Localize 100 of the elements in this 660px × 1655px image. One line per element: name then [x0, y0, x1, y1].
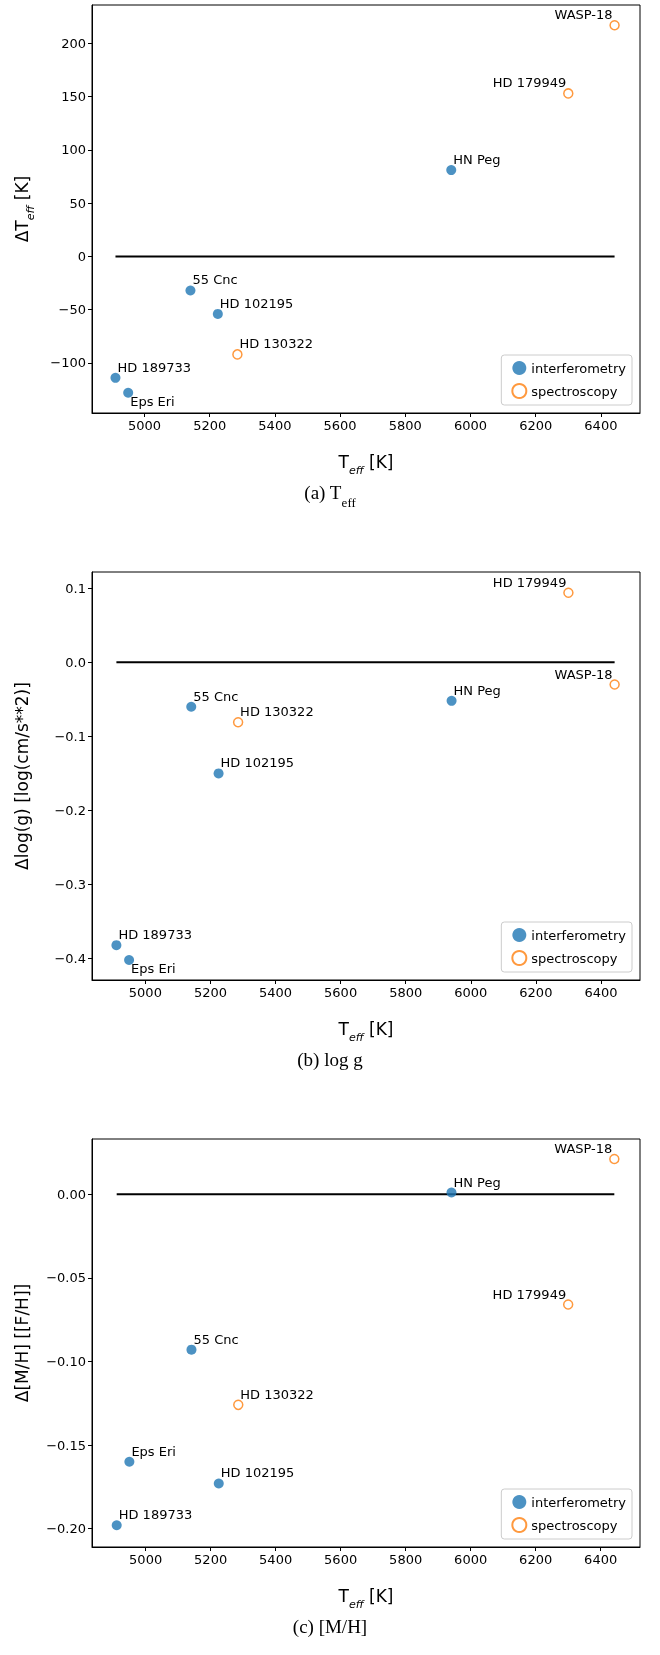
annotation: HD 179949 — [492, 574, 567, 590]
x-tick-label: 5200 — [193, 418, 227, 433]
x-tick-label: 6000 — [453, 418, 488, 433]
y-tick-label: 0.00 — [57, 1186, 86, 1202]
point — [609, 19, 620, 31]
point — [213, 768, 224, 779]
y-tick-label: −0.4 — [54, 951, 86, 967]
legend-label: interferometry — [531, 1494, 627, 1510]
point — [233, 1399, 244, 1411]
legend-label: spectroscopy — [531, 1517, 618, 1533]
x-tick-label: 5400 — [258, 985, 293, 1000]
annotation: HD 102195 — [219, 295, 294, 311]
x-tick-label: 5600 — [323, 418, 357, 433]
point — [563, 88, 574, 99]
point — [446, 165, 457, 176]
x-tick-label: 6000 — [454, 1552, 488, 1567]
annotation: HD 189733 — [117, 359, 192, 375]
point — [212, 308, 223, 319]
legend-label: spectroscopy — [531, 950, 618, 966]
y-tick-label: −0.15 — [46, 1437, 86, 1453]
legend-label: spectroscopy — [531, 383, 618, 399]
annotation: HN Peg — [453, 1174, 501, 1190]
point — [609, 1153, 620, 1165]
x-tick-label: 6000 — [454, 985, 488, 1000]
point — [232, 349, 243, 360]
point — [186, 1344, 197, 1355]
x-tick-label: 5200 — [194, 1552, 228, 1567]
annotation: Eps Eri — [130, 393, 175, 409]
x-tick-label: 5800 — [389, 1552, 423, 1567]
annotation: HD 189733 — [118, 927, 192, 943]
x-tick-label: 6200 — [519, 985, 553, 1000]
x-tick-label: 5000 — [128, 985, 162, 1000]
x-tick-label: 5000 — [129, 1552, 163, 1567]
y-tick-label: 150 — [61, 89, 86, 105]
x-tick-label: 6400 — [584, 1552, 618, 1567]
y-tick-label: 200 — [61, 35, 86, 51]
annotation: WASP-18 — [554, 666, 613, 682]
y-tick-label: −0.20 — [46, 1521, 86, 1537]
annotation: HD 179949 — [492, 1286, 567, 1302]
y-tick-label: −100 — [50, 355, 86, 371]
x-tick-label: 5800 — [389, 985, 423, 1000]
annotation: HD 179949 — [492, 75, 567, 91]
y-axis-title: Δ[M/H] [[F/H]] — [11, 1283, 32, 1403]
legend-label: interferometry — [531, 927, 627, 943]
point — [111, 1520, 122, 1531]
point — [111, 940, 122, 951]
x-tick-label: 5400 — [258, 418, 292, 433]
x-tick-label: 5200 — [193, 985, 227, 1000]
y-axis-title: ΔTeff [K] — [11, 175, 37, 243]
point — [562, 1299, 574, 1310]
annotation: HD 130322 — [240, 704, 314, 720]
point — [563, 587, 574, 598]
y-tick-label: 0.1 — [65, 580, 86, 596]
y-tick-label: −0.3 — [54, 876, 86, 892]
point — [186, 701, 197, 712]
text: (b) log g — [297, 1049, 364, 1071]
point — [609, 679, 620, 690]
y-tick-label: −0.1 — [54, 728, 86, 744]
x-tick-label: 6400 — [584, 418, 618, 433]
annotation: WASP-18 — [554, 7, 613, 23]
y-tick-label: 0.0 — [65, 654, 86, 670]
x-tick-label: 5600 — [324, 985, 358, 1000]
y-tick-label: 0 — [77, 248, 86, 264]
annotation: 55 Cnc — [193, 1331, 239, 1347]
y-tick-label: 100 — [61, 142, 86, 158]
annotation: HD 130322 — [239, 336, 313, 352]
y-axis-title: Δlog(g) [log(cm/s**2)] — [11, 682, 32, 870]
y-tick-label: 50 — [69, 195, 86, 211]
annotation: Eps Eri — [131, 1443, 176, 1459]
point — [110, 372, 121, 383]
x-tick-label: 6400 — [584, 985, 618, 1000]
annotation: HD 189733 — [118, 1507, 193, 1523]
x-tick-label: 5600 — [324, 1552, 358, 1567]
point — [213, 1478, 224, 1489]
y-tick-label: −0.2 — [54, 802, 86, 818]
point — [232, 717, 244, 728]
annotation: HN Peg — [453, 682, 501, 698]
point — [446, 1187, 457, 1198]
x-tick-label: 5400 — [259, 1552, 293, 1567]
x-tick-label: 6200 — [519, 1552, 553, 1567]
annotation: HD 102195 — [220, 1465, 295, 1481]
annotation: HN Peg — [453, 152, 501, 168]
point — [185, 285, 196, 296]
annotation: 55 Cnc — [193, 688, 239, 704]
annotation: HD 130322 — [240, 1386, 314, 1402]
legend-label: interferometry — [531, 360, 627, 376]
annotation: 55 Cnc — [192, 272, 238, 288]
x-tick-label: 6200 — [519, 418, 553, 433]
y-tick-label: −0.05 — [46, 1270, 86, 1286]
y-tick-label: −50 — [58, 302, 86, 318]
text: (c) [M/H] — [292, 1616, 368, 1638]
y-tick-label: −0.10 — [46, 1353, 86, 1369]
annotation: HD 102195 — [220, 755, 295, 771]
x-tick-label: 5000 — [127, 418, 162, 433]
point — [123, 387, 134, 398]
point — [446, 695, 457, 706]
annotation: Eps Eri — [131, 961, 176, 977]
point — [124, 955, 135, 965]
annotation: WASP-18 — [554, 1141, 613, 1157]
x-tick-label: 5800 — [388, 418, 422, 433]
